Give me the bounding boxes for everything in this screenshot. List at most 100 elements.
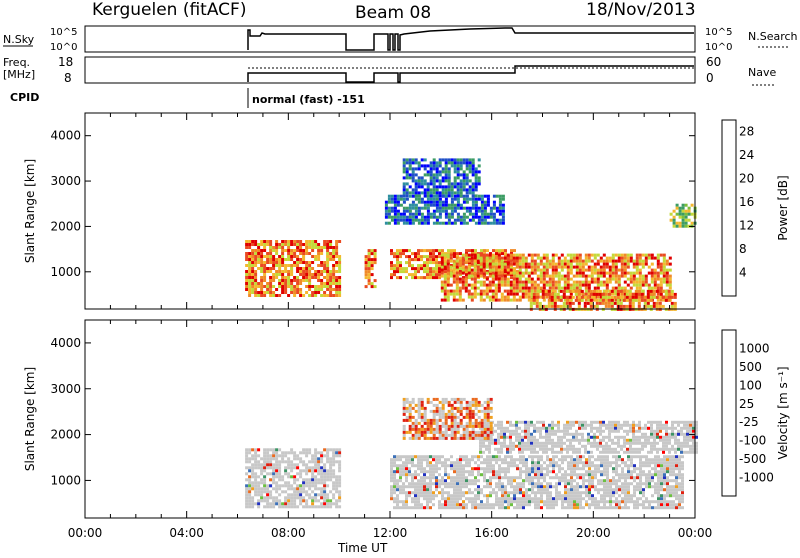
power-cell [284,243,287,246]
power-cell [471,287,474,290]
velocity-cell [423,479,426,482]
power-cell [501,296,504,299]
power-cell [558,272,561,275]
power-cell [540,278,543,281]
power-cell [534,260,537,263]
velocity-cell [618,488,621,491]
power-cell [600,275,603,278]
velocity-cell [497,427,500,430]
velocity-cell [494,424,497,427]
velocity-cell [528,479,531,482]
velocity-cell [326,457,329,460]
velocity-cell [402,503,405,506]
velocity-cell [545,433,548,436]
velocity-cell [459,461,462,464]
power-cell [469,213,472,216]
power-cell [471,263,474,266]
velocity-cell [537,500,540,503]
velocity-cell [588,479,591,482]
power-cell [669,281,672,284]
power-cell [454,185,457,188]
power-cell [418,164,421,167]
velocity-cell [293,454,296,457]
velocity-cell [489,467,492,470]
power-cell [617,302,620,305]
velocity-cell [548,433,551,436]
power-cell [534,272,537,275]
velocity-cell [558,482,561,485]
power-cell [429,261,432,264]
power-cell [669,263,672,266]
velocity-cell [411,491,414,494]
velocity-cell [501,458,504,461]
velocity-cell [299,475,302,478]
power-cell [566,296,569,299]
velocity-cell [636,497,639,500]
power-cell [647,305,650,308]
velocity-cell [510,458,513,461]
power-colorbar-tick: 24 [739,148,754,162]
power-cell [460,222,463,225]
power-cell [627,257,630,260]
velocity-cell [642,488,645,491]
power-cell [563,293,566,296]
power-cell [436,173,439,176]
velocity-cell [605,442,608,445]
power-cell [674,305,677,308]
velocity-cell [317,493,320,496]
velocity-cell [648,458,651,461]
power-cell [245,255,248,258]
power-cell [612,278,615,281]
power-cell [682,219,685,222]
power-cell [475,201,478,204]
power-cell [245,288,248,291]
power-cell [651,278,654,281]
power-cell [390,276,393,279]
power-region-5 [385,195,505,225]
power-cell [501,293,504,296]
velocity-cell [612,494,615,497]
velocity-cell [275,487,278,490]
power-cell [287,282,290,285]
power-cell [501,299,504,302]
power-cell [399,255,402,258]
velocity-cell [644,436,647,439]
power-cell [585,275,588,278]
power-cell [543,272,546,275]
velocity-cell [555,476,558,479]
power-cell [519,287,522,290]
power-cell [281,261,284,264]
velocity-cell [515,445,518,448]
power-cell [474,257,477,260]
power-cell [457,204,460,207]
power-cell [365,264,368,267]
velocity-cell [465,479,468,482]
velocity-cell [669,464,672,467]
velocity-cell [299,451,302,454]
power-cell [489,284,492,287]
velocity-cell [492,476,495,479]
velocity-cell [533,445,536,448]
velocity-cell [488,451,491,454]
velocity-cell [459,482,462,485]
velocity-cell [638,448,641,451]
power-cell [483,249,486,252]
velocity-cell [513,491,516,494]
power-cell [427,201,430,204]
velocity-cell [278,478,281,481]
velocity-cell [323,505,326,508]
velocity-cell [660,464,663,467]
velocity-cell [495,476,498,479]
velocity-cell [263,460,266,463]
velocity-cell [603,485,606,488]
power-cell [579,287,582,290]
velocity-cell [546,482,549,485]
power-cell [445,198,448,201]
power-cell [269,285,272,288]
velocity-cell [632,424,635,427]
power-cell [456,281,459,284]
power-cell [513,269,516,272]
velocity-cell [597,458,600,461]
velocity-cell [326,484,329,487]
power-cell [408,258,411,261]
